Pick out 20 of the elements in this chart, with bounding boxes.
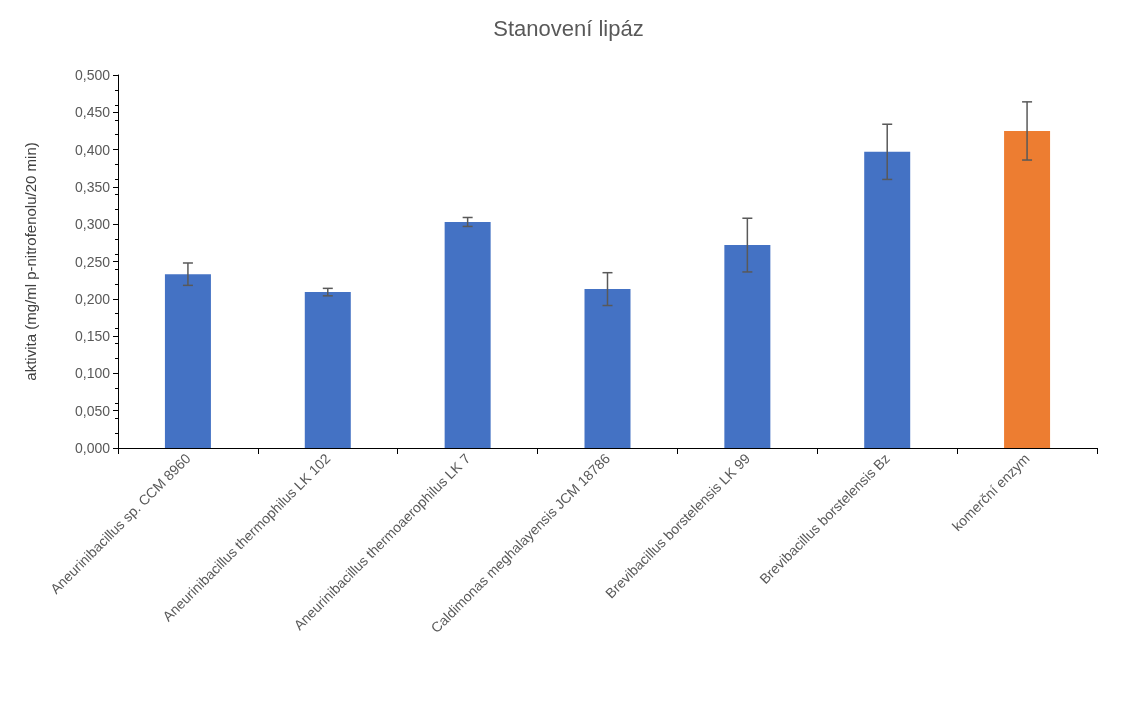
bar [444,221,491,448]
y-tick-label: 0,400 [74,141,111,158]
y-tick-label: 0,050 [74,402,111,419]
y-tick-label: 0,150 [74,328,111,345]
y-tick-label: 0,350 [74,178,111,195]
y-tick-label: 0,000 [74,440,111,456]
bar [724,245,771,448]
y-tick-label: 0,200 [74,290,111,307]
y-tick-label: 0,300 [74,216,111,233]
y-tick-label: 0,250 [74,253,111,270]
bar [584,289,631,448]
bar [864,151,911,448]
y-tick-label: 0,500 [74,67,111,83]
bar [304,292,351,448]
bar [1004,130,1051,448]
y-axis-title: aktivita (mg/ml p-nitrofenolu/20 min) [22,142,39,381]
bar [164,274,211,448]
chart-title: Stanovení lipáz [493,15,644,41]
y-tick-label: 0,100 [74,365,111,382]
y-tick-label: 0,450 [74,104,111,121]
